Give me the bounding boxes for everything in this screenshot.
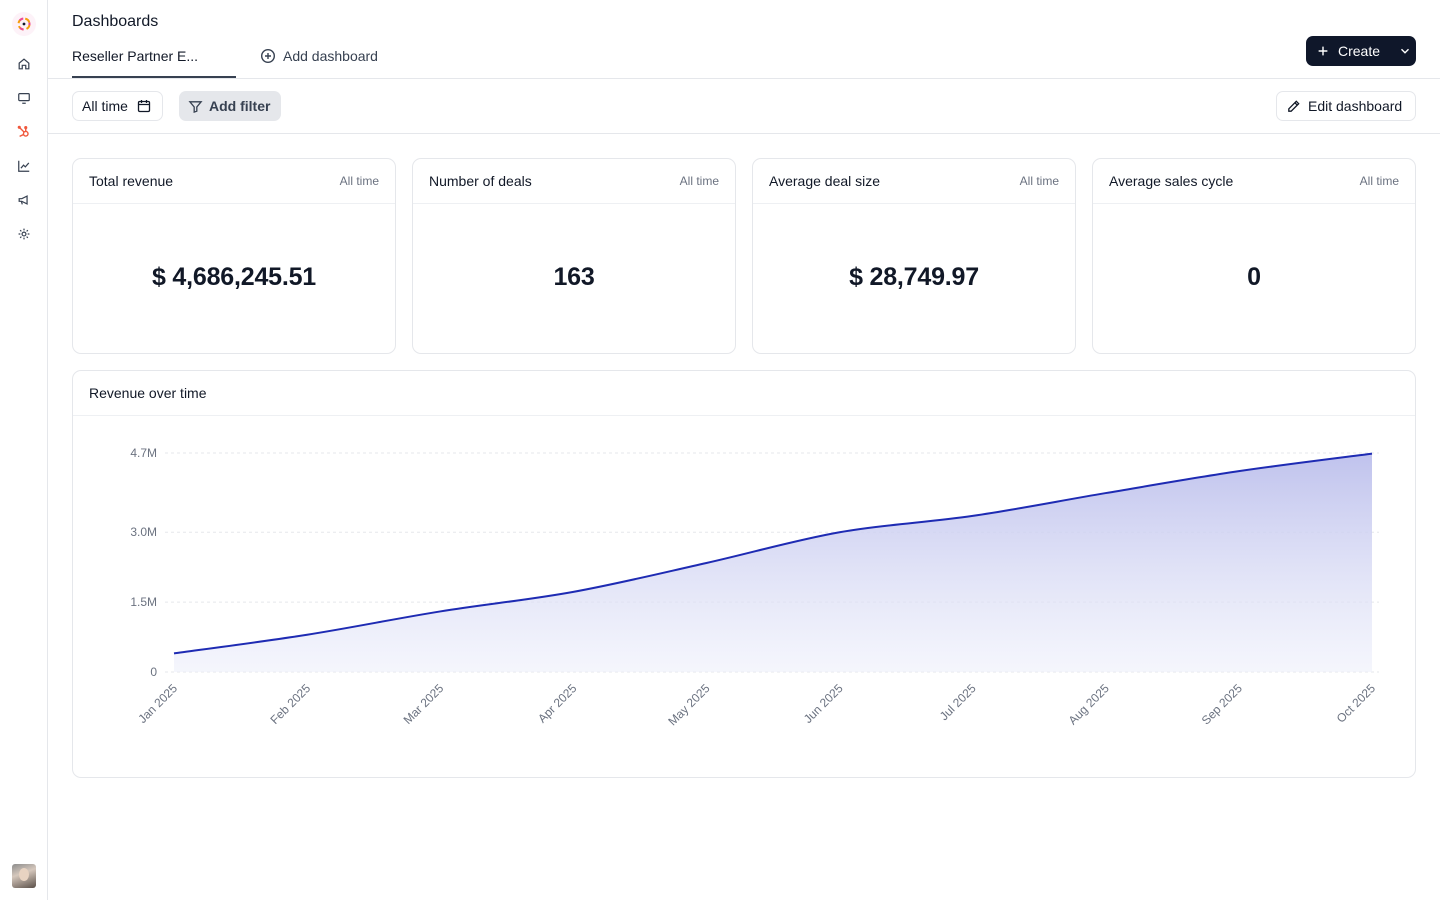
y-tick-label: 3.0M xyxy=(130,525,157,539)
data-point[interactable] xyxy=(437,608,443,614)
card-header: Number of deals All time xyxy=(413,159,735,204)
add-filter-label: Add filter xyxy=(209,98,271,114)
x-tick-label: Sep 2025 xyxy=(1199,681,1245,727)
card-header: Average sales cycle All time xyxy=(1093,159,1415,204)
create-label: Create xyxy=(1338,43,1381,59)
x-tick-label: Jan 2025 xyxy=(135,681,180,726)
filter-icon xyxy=(188,100,203,113)
card-range: All time xyxy=(339,174,379,188)
x-tick-label: Apr 2025 xyxy=(535,681,580,726)
card-title: Number of deals xyxy=(429,173,532,189)
chart-line-icon[interactable] xyxy=(14,156,34,176)
kpi-card-average-deal-size: Average deal size All time $ 28,749.97 xyxy=(752,158,1076,354)
revenue-area-chart: 0 1.5M 3.0M 4.7M Jan 2025 Feb 2025 Mar 2025 Apr… xyxy=(130,446,1379,728)
app-logo[interactable] xyxy=(12,12,36,36)
pencil-icon xyxy=(1288,99,1300,112)
data-point[interactable] xyxy=(1103,490,1109,496)
x-tick-label: May 2025 xyxy=(665,681,712,728)
plus-circle-icon xyxy=(260,48,276,64)
data-point[interactable] xyxy=(570,589,576,595)
y-tick-label: 1.5M xyxy=(130,595,157,609)
chart-title: Revenue over time xyxy=(89,385,207,401)
header: Dashboards Reseller Partner E... Add das… xyxy=(48,0,1440,79)
chevron-down-icon xyxy=(1401,48,1410,54)
data-point[interactable] xyxy=(304,632,310,638)
megaphone-icon[interactable] xyxy=(14,190,34,210)
kpi-value: $ 4,686,245.51 xyxy=(151,263,317,291)
kpi-value: 0 xyxy=(1247,263,1261,291)
tab-reseller-partner[interactable]: Reseller Partner E... xyxy=(72,46,236,78)
card-range: All time xyxy=(1359,174,1399,188)
data-point[interactable] xyxy=(703,560,709,566)
card-header: Average deal size All time xyxy=(753,159,1075,204)
x-tick-label: Jul 2025 xyxy=(937,681,979,723)
card-range: All time xyxy=(679,174,719,188)
time-range-button[interactable]: All time xyxy=(72,91,163,121)
avatar[interactable] xyxy=(12,864,36,888)
add-dashboard-label: Add dashboard xyxy=(283,48,378,64)
series-line xyxy=(173,452,1373,655)
x-tick-label: Feb 2025 xyxy=(267,681,313,727)
chart-header: Revenue over time xyxy=(73,371,1415,416)
revenue-chart-card: Revenue over time 0 1.5M 3.0M 4.7M Jan 2025 F… xyxy=(72,370,1416,778)
card-header: Total revenue All time xyxy=(73,159,395,204)
add-dashboard-button[interactable]: Add dashboard xyxy=(260,46,378,78)
x-tick-label: Oct 2025 xyxy=(1334,681,1379,726)
plus-icon xyxy=(1318,46,1328,56)
add-filter-button[interactable]: Add filter xyxy=(179,91,281,121)
y-tick-label: 4.7M xyxy=(130,446,157,460)
home-icon[interactable] xyxy=(14,54,34,74)
card-title: Average deal size xyxy=(769,173,881,189)
x-tick-label: Mar 2025 xyxy=(401,681,447,727)
data-point[interactable] xyxy=(1236,468,1242,474)
create-button[interactable]: Create xyxy=(1306,36,1416,66)
card-title: Average sales cycle xyxy=(1109,173,1234,189)
x-tick-label: Aug 2025 xyxy=(1066,681,1112,727)
calendar-icon xyxy=(137,100,151,113)
logo-icon xyxy=(17,17,31,31)
filter-toolbar: All time Add filter Edit dashboard xyxy=(48,79,1440,134)
data-point[interactable] xyxy=(837,529,843,535)
kpi-card-number-of-deals: Number of deals All time 163 xyxy=(412,158,736,354)
sidebar xyxy=(0,0,48,900)
gear-icon[interactable] xyxy=(14,224,34,244)
monitor-icon[interactable] xyxy=(14,88,34,108)
data-point[interactable] xyxy=(970,513,976,519)
data-point[interactable] xyxy=(1369,451,1375,457)
x-tick-label: Jun 2025 xyxy=(801,681,846,726)
series-area xyxy=(174,453,1372,672)
page-title: Dashboards xyxy=(72,13,159,30)
edit-dashboard-button[interactable]: Edit dashboard xyxy=(1276,91,1416,121)
edit-dashboard-label: Edit dashboard xyxy=(1308,98,1403,114)
kpi-value: $ 28,749.97 xyxy=(849,263,979,291)
card-range: All time xyxy=(1019,174,1059,188)
hubspot-icon[interactable] xyxy=(14,122,34,142)
time-range-label: All time xyxy=(82,98,128,114)
kpi-card-average-sales-cycle: Average sales cycle All time 0 xyxy=(1092,158,1416,354)
kpi-value: 163 xyxy=(553,263,595,291)
card-title: Total revenue xyxy=(89,173,174,189)
kpi-card-total-revenue: Total revenue All time $ 4,686,245.51 xyxy=(72,158,396,354)
y-tick-label: 0 xyxy=(150,665,157,679)
data-point[interactable] xyxy=(171,650,177,656)
